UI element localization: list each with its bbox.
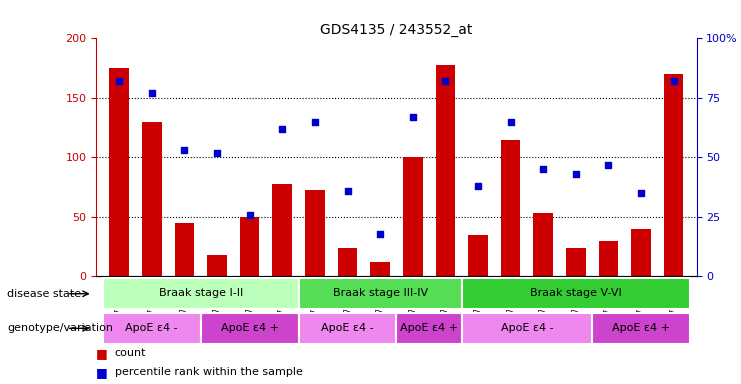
Bar: [566, 248, 585, 276]
Text: Braak stage I-II: Braak stage I-II: [159, 288, 243, 298]
Bar: [462, 313, 592, 344]
Text: genotype/variation: genotype/variation: [7, 323, 113, 333]
Bar: [103, 313, 201, 344]
Bar: [501, 139, 520, 276]
Point: [570, 171, 582, 177]
Title: GDS4135 / 243552_at: GDS4135 / 243552_at: [320, 23, 473, 37]
Bar: [175, 223, 194, 276]
Point: [407, 114, 419, 120]
Text: ApoE ε4 +: ApoE ε4 +: [221, 323, 279, 333]
Point: [668, 78, 679, 84]
Point: [146, 90, 158, 96]
Bar: [664, 74, 683, 276]
Text: ApoE ε4 -: ApoE ε4 -: [321, 323, 373, 333]
Bar: [534, 214, 553, 276]
Point: [211, 150, 223, 156]
Bar: [110, 68, 129, 276]
Point: [179, 147, 190, 153]
Text: ■: ■: [96, 347, 108, 360]
Bar: [468, 235, 488, 276]
Bar: [436, 65, 455, 276]
Text: ■: ■: [96, 366, 108, 379]
Text: Braak stage III-IV: Braak stage III-IV: [333, 288, 428, 298]
Point: [505, 119, 516, 125]
Bar: [305, 190, 325, 276]
Bar: [403, 157, 422, 276]
Text: ApoE ε4 -: ApoE ε4 -: [125, 323, 178, 333]
Bar: [462, 278, 690, 310]
Point: [309, 119, 321, 125]
Point: [244, 212, 256, 218]
Point: [113, 78, 125, 84]
Bar: [207, 255, 227, 276]
Point: [635, 190, 647, 196]
Text: ApoE ε4 +: ApoE ε4 +: [400, 323, 458, 333]
Bar: [338, 248, 357, 276]
Text: Braak stage V-VI: Braak stage V-VI: [530, 288, 622, 298]
Bar: [599, 241, 618, 276]
Text: percentile rank within the sample: percentile rank within the sample: [115, 367, 303, 377]
Point: [439, 78, 451, 84]
Bar: [103, 278, 299, 310]
Bar: [201, 313, 299, 344]
Text: disease state: disease state: [7, 289, 82, 299]
Bar: [631, 229, 651, 276]
Bar: [299, 278, 462, 310]
Bar: [142, 122, 162, 276]
Text: count: count: [115, 348, 147, 358]
Bar: [370, 262, 390, 276]
Text: ApoE ε4 -: ApoE ε4 -: [501, 323, 554, 333]
Point: [342, 188, 353, 194]
Point: [537, 166, 549, 172]
Bar: [299, 313, 396, 344]
Bar: [273, 184, 292, 276]
Point: [276, 126, 288, 132]
Point: [602, 162, 614, 168]
Text: ApoE ε4 +: ApoE ε4 +: [612, 323, 670, 333]
Bar: [396, 313, 462, 344]
Point: [472, 183, 484, 189]
Bar: [240, 217, 259, 276]
Bar: [592, 313, 690, 344]
Point: [374, 230, 386, 237]
